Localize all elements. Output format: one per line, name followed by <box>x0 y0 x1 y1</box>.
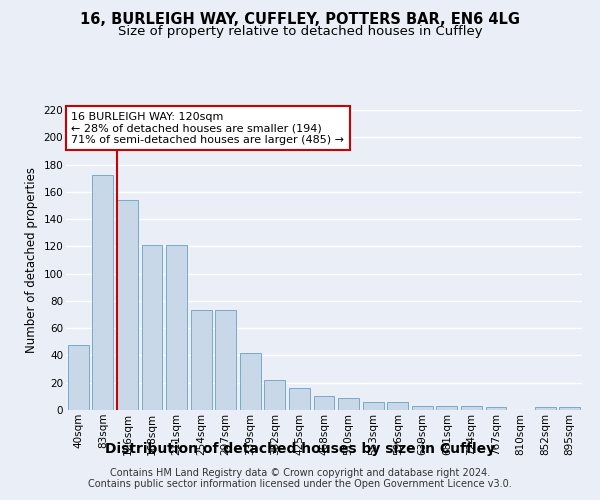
Bar <box>559 408 580 410</box>
Bar <box>117 200 138 410</box>
Bar <box>338 398 359 410</box>
Text: 16 BURLEIGH WAY: 120sqm
← 28% of detached houses are smaller (194)
71% of semi-d: 16 BURLEIGH WAY: 120sqm ← 28% of detache… <box>71 112 344 144</box>
Bar <box>215 310 236 410</box>
Text: Size of property relative to detached houses in Cuffley: Size of property relative to detached ho… <box>118 25 482 38</box>
Bar <box>142 245 163 410</box>
Bar <box>265 380 286 410</box>
Text: 16, BURLEIGH WAY, CUFFLEY, POTTERS BAR, EN6 4LG: 16, BURLEIGH WAY, CUFFLEY, POTTERS BAR, … <box>80 12 520 28</box>
Bar <box>535 408 556 410</box>
Bar <box>485 408 506 410</box>
Y-axis label: Number of detached properties: Number of detached properties <box>25 167 38 353</box>
Bar <box>362 402 383 410</box>
Text: Contains HM Land Registry data © Crown copyright and database right 2024.: Contains HM Land Registry data © Crown c… <box>110 468 490 477</box>
Text: Distribution of detached houses by size in Cuffley: Distribution of detached houses by size … <box>105 442 495 456</box>
Bar <box>68 344 89 410</box>
Text: Contains public sector information licensed under the Open Government Licence v3: Contains public sector information licen… <box>88 479 512 489</box>
Bar <box>92 176 113 410</box>
Bar <box>191 310 212 410</box>
Bar <box>240 352 261 410</box>
Bar <box>412 406 433 410</box>
Bar <box>436 406 457 410</box>
Bar <box>166 245 187 410</box>
Bar <box>289 388 310 410</box>
Bar <box>314 396 334 410</box>
Bar <box>387 402 408 410</box>
Bar <box>461 406 482 410</box>
